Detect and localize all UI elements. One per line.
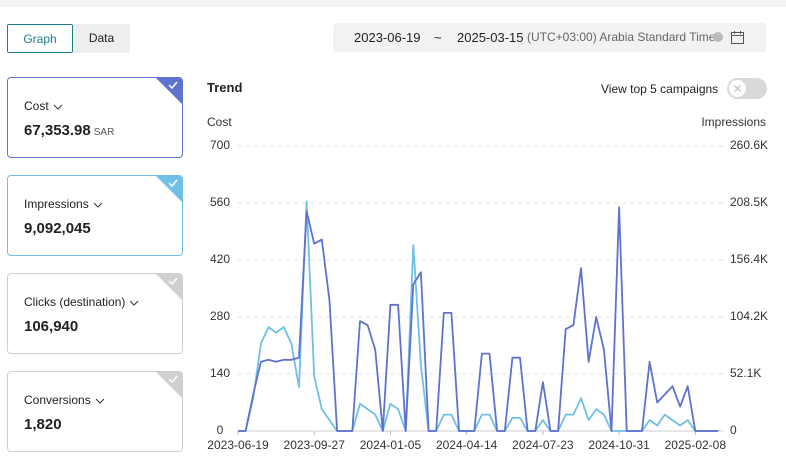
- card-label-text: Cost: [24, 99, 49, 113]
- card-corner: [156, 274, 182, 300]
- y2-tick-label: 0: [730, 423, 737, 437]
- y-tick-label: 420: [210, 252, 230, 266]
- info-icon: [713, 32, 723, 42]
- y-tick-label: 560: [210, 195, 230, 209]
- toggle-label: View top 5 campaigns: [601, 82, 719, 96]
- date-end: 2025-03-15: [457, 30, 524, 45]
- x-tick-label: 2024-01-05: [360, 438, 422, 452]
- date-start: 2023-06-19: [354, 30, 421, 45]
- card-value-wrap: 67,353.98 SAR: [24, 122, 114, 139]
- x-tick-label: 2023-09-27: [284, 438, 346, 452]
- card-label: Conversions: [24, 393, 105, 407]
- card-corner: [156, 372, 182, 398]
- card-value: 1,820: [24, 416, 62, 433]
- y2-tick-label: 208.5K: [730, 195, 768, 209]
- date-separator: ~: [434, 30, 442, 45]
- y-tick-label: 280: [210, 309, 230, 323]
- card-label-text: Impressions: [24, 197, 89, 211]
- y-tick-label: 140: [210, 366, 230, 380]
- y2-tick-label: 104.2K: [730, 309, 768, 323]
- series-line: [238, 206, 719, 432]
- y2-tick-label: 52.1K: [730, 366, 761, 380]
- chevron: [95, 398, 105, 404]
- toggle-switch[interactable]: [727, 78, 767, 99]
- card-corner: [156, 78, 182, 104]
- x-tick-label: 2024-10-31: [588, 438, 650, 452]
- y-axis-title: Cost: [207, 115, 232, 129]
- x-tick-label: 2024-04-14: [436, 438, 498, 452]
- timezone: (UTC+03:00) Arabia Standard Time: [527, 30, 716, 44]
- card-value: 106,940: [24, 318, 79, 335]
- chevron: [130, 300, 139, 306]
- calendar-icon[interactable]: [731, 31, 744, 44]
- metric-card[interactable]: Impressions 9,092,045: [7, 175, 183, 256]
- card-value: 67,353.98: [24, 122, 91, 139]
- metric-card[interactable]: Cost 67,353.98 SAR: [7, 77, 183, 158]
- x-tick-label: 2025-02-08: [665, 438, 727, 452]
- chart-title: Trend: [207, 80, 243, 95]
- card-corner: [156, 176, 182, 202]
- tab-graph[interactable]: Graph: [7, 24, 73, 53]
- y2-tick-label: 260.6K: [730, 138, 768, 152]
- y2-axis-title: Impressions: [701, 115, 766, 129]
- x-tick-label: 2024-07-23: [512, 438, 574, 452]
- card-label: Impressions: [24, 197, 103, 211]
- card-label: Clicks (destination): [24, 295, 139, 309]
- chevron: [93, 202, 103, 208]
- trend-chart: Cost Impressions 0 140 280 420 560 700 0 52.1K 1…: [207, 115, 768, 452]
- card-label-text: Clicks (destination): [24, 295, 126, 309]
- tab-data[interactable]: Data: [73, 24, 130, 53]
- date-range-picker[interactable]: 2023-06-19 ~ 2025-03-15 (UTC+03:00) Arab…: [333, 23, 766, 52]
- card-value: 9,092,045: [24, 220, 91, 237]
- x-tick-label: 2023-06-19: [207, 438, 269, 452]
- top-bar: [0, 0, 786, 7]
- card-label-text: Conversions: [24, 393, 91, 407]
- metric-card[interactable]: Conversions 1,820: [7, 371, 183, 452]
- y2-tick-label: 156.4K: [730, 252, 768, 266]
- card-label: Cost: [24, 99, 63, 113]
- chevron: [53, 104, 63, 110]
- card-unit: SAR: [93, 127, 115, 138]
- y-tick-label: 0: [217, 423, 224, 437]
- y-tick-label: 700: [210, 138, 230, 152]
- metric-card[interactable]: Clicks (destination) 106,940: [7, 273, 183, 354]
